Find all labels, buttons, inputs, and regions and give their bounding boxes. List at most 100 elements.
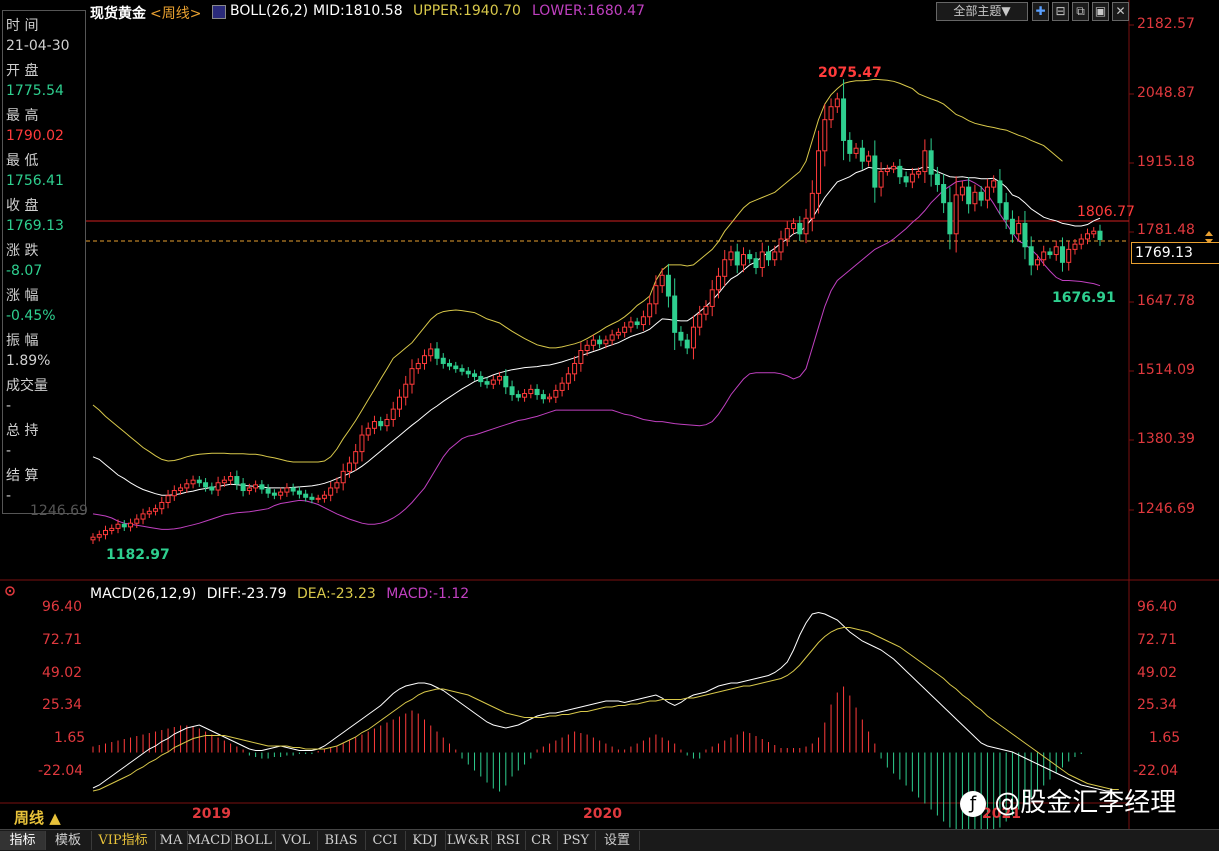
tab-4[interactable]: MACD — [187, 831, 232, 850]
candle-body — [378, 421, 384, 427]
macd-tick-left: 72.71 — [42, 632, 83, 648]
tab-10[interactable]: LW&R — [445, 831, 492, 850]
macd-tick-right: 72.71 — [1137, 632, 1178, 648]
symbol-name: 现货黄金 — [90, 6, 146, 22]
candle-body — [690, 326, 696, 349]
candle-body — [315, 497, 321, 500]
candle-body — [909, 173, 915, 183]
restore-icon[interactable]: ⧉ — [1072, 2, 1089, 21]
candle-body — [1072, 243, 1078, 250]
macd-diff: DIFF:-23.79 — [206, 586, 287, 602]
candle-body — [853, 147, 859, 154]
price-axis-ticks — [1129, 24, 1134, 511]
candle-body — [240, 483, 246, 492]
tab-13[interactable]: PSY — [557, 831, 596, 850]
candle-body — [384, 418, 390, 427]
macd-tick-left: -22.04 — [38, 763, 84, 779]
boll-lines — [92, 78, 1101, 530]
candle-body — [190, 479, 196, 485]
candle-body — [1059, 246, 1065, 263]
candle-body — [697, 313, 703, 328]
candle-body — [884, 168, 890, 173]
macd-tick-left: 1.65 — [54, 730, 86, 746]
boll-mid: MID:1810.58 — [313, 3, 403, 19]
tab-2[interactable]: VIP指标 — [91, 831, 156, 850]
macd-plot — [92, 611, 1119, 839]
candle-body — [109, 527, 115, 531]
candle-body — [353, 451, 359, 464]
tab-12[interactable]: CR — [525, 831, 558, 850]
candle-body — [647, 303, 653, 318]
candle-body — [916, 171, 922, 175]
tab-6[interactable]: VOL — [275, 831, 318, 850]
candlesticks — [90, 79, 1103, 544]
candle-body — [991, 180, 997, 188]
candle-body — [797, 222, 803, 235]
info-value: 1756.41 — [6, 173, 64, 189]
price-tick: 2048.87 — [1137, 85, 1195, 101]
candle-body — [740, 254, 746, 266]
candle-body — [834, 98, 840, 108]
crosshair-icon[interactable]: ✚ — [1032, 2, 1049, 21]
candle-body — [453, 365, 459, 370]
maximize-icon[interactable]: ▣ — [1092, 2, 1109, 21]
candle-body — [1047, 251, 1053, 256]
candle-body — [115, 523, 121, 529]
candle-body — [891, 165, 897, 170]
candle-body — [972, 191, 978, 205]
candle-body — [328, 487, 334, 496]
theme-dropdown[interactable]: 全部主题▼ — [936, 2, 1028, 21]
macd-settings-icon[interactable] — [5, 586, 15, 596]
close-icon[interactable]: ✕ — [1112, 2, 1129, 21]
current-price-marker — [1205, 231, 1213, 236]
candle-body — [234, 476, 240, 485]
candle-body — [603, 339, 609, 345]
price-tick: 1647.78 — [1137, 293, 1195, 309]
tab-8[interactable]: CCI — [365, 831, 406, 850]
candle-body — [396, 396, 402, 410]
candle-body — [478, 375, 484, 383]
candle-body — [490, 379, 496, 385]
candle-body — [265, 488, 271, 494]
period-selector[interactable]: 周线 ▲ — [14, 809, 61, 827]
tab-11[interactable]: RSI — [491, 831, 526, 850]
info-label: 总 持 — [6, 423, 39, 439]
candle-body — [415, 362, 421, 370]
info-label: 成交量 — [6, 378, 48, 394]
tab-0[interactable]: 指标 — [0, 831, 46, 850]
period-link[interactable]: <周线> — [150, 6, 202, 22]
tab-9[interactable]: KDJ — [405, 831, 446, 850]
candle-body — [159, 501, 165, 510]
tab-7[interactable]: BIAS — [317, 831, 366, 850]
boll-upper: UPPER:1940.70 — [413, 3, 521, 19]
tab-14[interactable]: 设置 — [595, 831, 640, 850]
candle-body — [559, 382, 565, 391]
candle-body — [672, 295, 678, 333]
info-value: 1775.54 — [6, 83, 64, 99]
candle-body — [1041, 251, 1047, 261]
tab-1[interactable]: 模板 — [45, 831, 92, 850]
indicator-icon[interactable] — [212, 5, 226, 19]
candle-body — [847, 139, 853, 154]
candle-body — [178, 487, 184, 492]
tab-3[interactable]: MA — [155, 831, 188, 850]
candle-body — [809, 192, 815, 219]
resistance-annotation: 1806.77 — [1077, 204, 1135, 220]
candle-body — [791, 222, 797, 230]
boll-lower: LOWER:1680.47 — [532, 3, 645, 19]
candle-body — [346, 462, 352, 472]
layout-icon[interactable]: ⊟ — [1052, 2, 1069, 21]
candle-body — [584, 344, 590, 351]
candle-body — [428, 348, 434, 357]
tab-5[interactable]: BOLL — [231, 831, 276, 850]
candle-body — [978, 191, 984, 201]
high-annotation: 2075.47 — [818, 65, 882, 81]
candle-body — [290, 487, 296, 492]
boll-upper-line — [92, 78, 1063, 463]
info-value: - — [6, 443, 12, 459]
candle-body — [134, 518, 140, 524]
candle-body — [816, 150, 822, 194]
candle-body — [684, 339, 690, 349]
macd-dea: DEA:-23.23 — [297, 586, 376, 602]
candle-body — [1034, 259, 1040, 266]
